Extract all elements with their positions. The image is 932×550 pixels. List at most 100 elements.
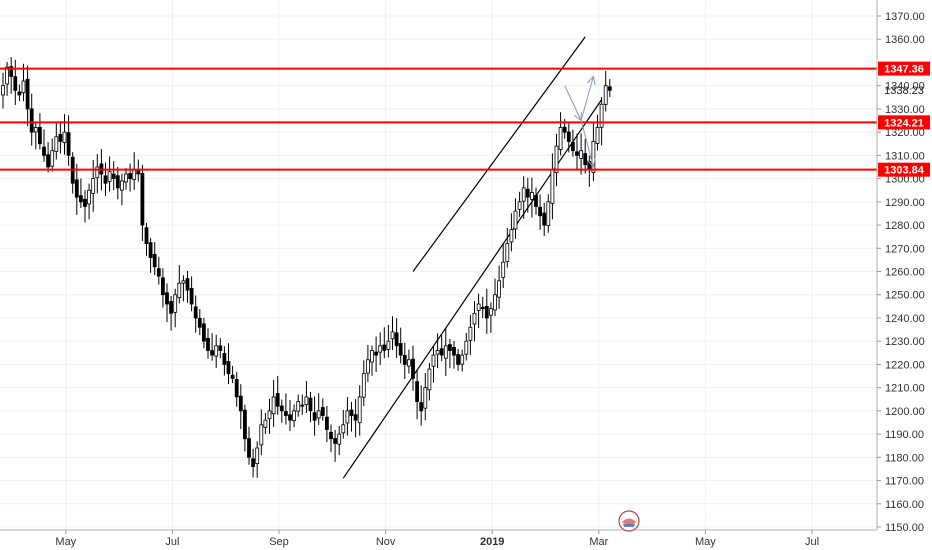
level-tag [878, 162, 930, 177]
candle-body [534, 194, 538, 207]
candle-body [1, 85, 5, 96]
candle-body [296, 401, 301, 412]
x-tick-label: May [695, 536, 716, 548]
candle [103, 162, 108, 197]
candle-body [554, 145, 559, 174]
candle [411, 345, 415, 391]
projection-arrow [564, 85, 581, 121]
candle-body [283, 411, 288, 416]
candle-body [271, 396, 276, 415]
candle-body [251, 458, 256, 468]
trend-channel [342, 36, 603, 479]
last-price-label: 1338.23 [884, 85, 924, 97]
candle-body [530, 192, 534, 200]
candle-body [42, 146, 46, 156]
y-tick-label: 1240.00 [885, 313, 925, 325]
candle [50, 138, 55, 172]
candle-body [152, 253, 157, 268]
candle [505, 228, 510, 268]
candle-body [353, 414, 358, 421]
candles [1, 57, 612, 478]
candle [423, 372, 428, 421]
candle-body [189, 288, 194, 305]
candle-body [558, 127, 563, 150]
candle [603, 70, 608, 112]
candle [357, 385, 362, 436]
candle-body [279, 405, 284, 412]
candle-body [452, 347, 456, 356]
candle-body [587, 161, 592, 170]
candle [488, 302, 493, 333]
candle [579, 133, 583, 175]
candle-body [25, 78, 30, 110]
candle [517, 191, 522, 218]
candle [329, 424, 333, 453]
y-tick-label: 1170.00 [885, 476, 924, 488]
candle [443, 328, 448, 377]
candle [288, 399, 292, 431]
candle-body [79, 195, 83, 203]
candle-body [349, 409, 354, 416]
candle [234, 372, 239, 407]
x-tick-label: Mar [589, 536, 608, 548]
candle-body [46, 154, 50, 168]
candle-body [603, 85, 608, 105]
candle [431, 346, 436, 383]
candle-body [312, 412, 317, 421]
time-axis: May Jul Sep Nov 2019 Mar May Jul [55, 530, 819, 548]
candle [464, 332, 469, 361]
candle [165, 283, 169, 323]
candle-body [546, 201, 551, 227]
candle [226, 343, 231, 385]
candle [263, 412, 268, 435]
candle [115, 166, 120, 200]
candle [591, 123, 596, 182]
candle [70, 152, 75, 194]
candle [54, 123, 59, 160]
candle-body [345, 410, 350, 424]
candle-body [218, 345, 223, 351]
candle-body [378, 345, 383, 353]
candle-body [201, 323, 206, 342]
candle [296, 394, 301, 417]
candle-body [382, 344, 387, 351]
candle [501, 243, 506, 288]
y-tick-label: 1150.00 [885, 522, 924, 534]
candle-body [538, 206, 542, 217]
candle [271, 379, 276, 427]
candle-body [95, 166, 100, 179]
candle-body [509, 229, 514, 243]
level-tag [878, 61, 930, 76]
candle [324, 405, 329, 442]
candle [337, 425, 342, 456]
candle-body [423, 387, 428, 409]
candle [538, 194, 542, 230]
candle-body [562, 126, 567, 133]
candle [587, 155, 592, 187]
candle-body [197, 318, 202, 328]
candle [193, 295, 198, 333]
candle-body [419, 402, 424, 412]
candle [333, 429, 338, 462]
candle [374, 336, 379, 372]
projection-arrows [564, 76, 594, 167]
candle [62, 114, 67, 155]
candle-body [288, 414, 292, 421]
candle-body [62, 131, 67, 143]
candle-body [476, 303, 481, 311]
level-tag-label: 1303.84 [884, 165, 925, 177]
candle [42, 129, 46, 162]
candle-body [300, 404, 305, 407]
candle [46, 142, 50, 173]
candle [292, 404, 297, 428]
level-tag-label: 1347.36 [884, 64, 924, 76]
candle [398, 327, 403, 364]
horizontal-levels [0, 67, 877, 171]
candle [230, 365, 235, 384]
candle [542, 202, 547, 237]
candle-body [238, 395, 243, 412]
candle-body [542, 212, 547, 226]
y-tick-label: 1180.00 [885, 452, 924, 464]
candle-body [206, 337, 210, 351]
